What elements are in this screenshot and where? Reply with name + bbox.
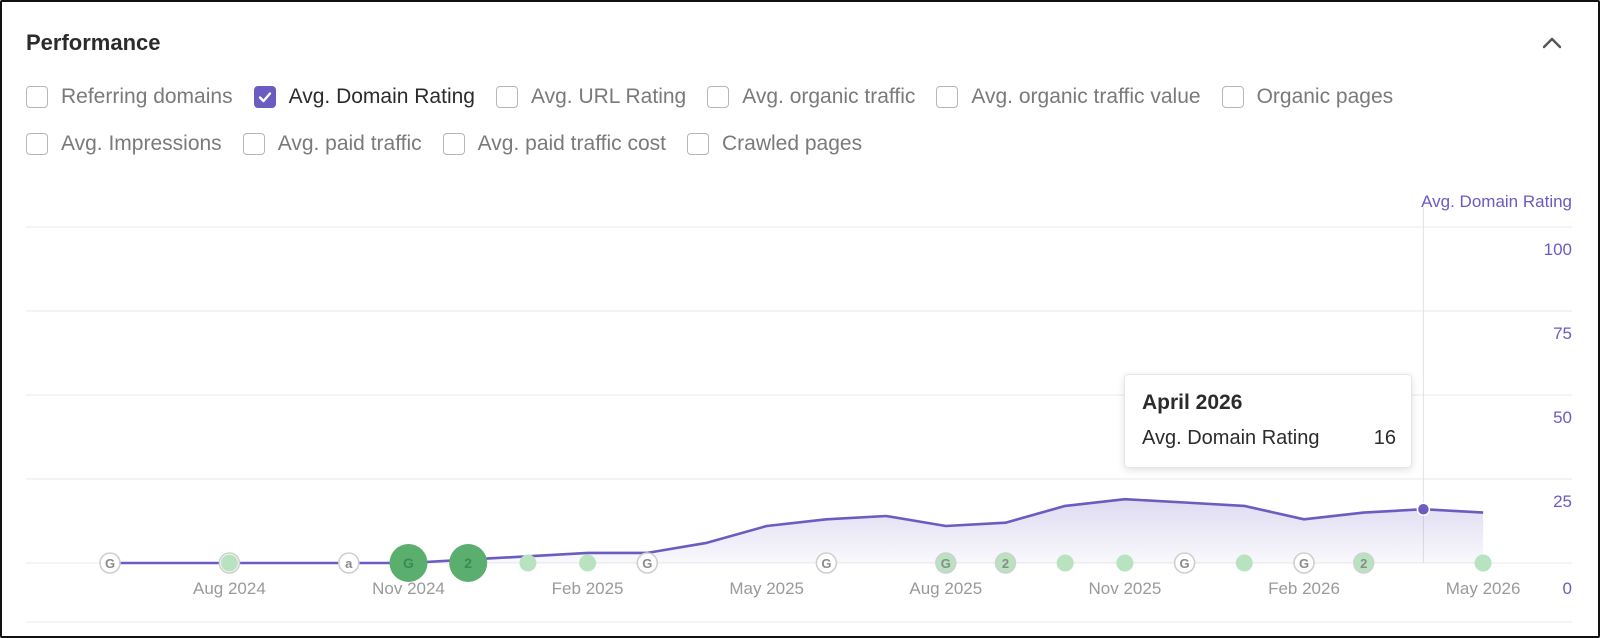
- checkbox[interactable]: [1221, 86, 1244, 108]
- checkbox[interactable]: [687, 133, 709, 155]
- event-icon-text: 2: [1002, 556, 1009, 571]
- y-tick-label: 100: [1544, 240, 1572, 259]
- event-icon-text: G: [941, 556, 951, 571]
- event-marker: [1293, 552, 1315, 574]
- x-tick-label: May 2026: [1446, 579, 1521, 598]
- checkmark-icon: [258, 92, 271, 103]
- panel-title: Performance: [26, 30, 161, 55]
- event-marker: [935, 552, 957, 574]
- event-icon-text: G: [642, 556, 652, 571]
- metric-label: Avg. Domain Rating: [288, 85, 475, 108]
- collapse-button[interactable]: [1539, 30, 1565, 56]
- checkbox[interactable]: [26, 86, 48, 108]
- y-tick-label: 75: [1553, 324, 1572, 343]
- metric-toggle-avg-paid-traffic[interactable]: Avg. paid traffic: [242, 132, 422, 156]
- event-marker: [994, 552, 1017, 574]
- metric-label: Avg. URL Rating: [530, 85, 687, 108]
- checkbox[interactable]: [253, 86, 276, 108]
- checkbox[interactable]: [936, 86, 959, 108]
- event-icon-text: 2: [1360, 556, 1367, 571]
- metric-label: Avg. Impressions: [61, 132, 222, 155]
- metric-label: Avg. paid traffic cost: [477, 132, 666, 155]
- x-tick-label: Feb 2026: [1268, 579, 1340, 598]
- metric-label: Avg. organic traffic value: [971, 85, 1201, 108]
- metric-toggle-avg-domain-rating[interactable]: Avg. Domain Rating: [253, 85, 475, 109]
- checkbox[interactable]: [442, 133, 465, 155]
- checkbox[interactable]: [707, 86, 730, 108]
- event-marker: [337, 552, 360, 574]
- metric-label: Avg. paid traffic: [277, 132, 422, 155]
- metric-toggle-avg-organic-traffic-value[interactable]: Avg. organic traffic value: [936, 85, 1201, 109]
- y-axis-label: Avg. Domain Rating: [1421, 192, 1572, 211]
- metric-label: Avg. organic traffic: [742, 85, 916, 108]
- event-marker: [519, 554, 537, 572]
- event-icon-text: 2: [464, 555, 472, 571]
- metric-label: Organic pages: [1256, 85, 1394, 108]
- event-marker-large: [389, 544, 428, 582]
- event-marker: [1474, 554, 1492, 572]
- checkbox[interactable]: [242, 133, 265, 155]
- event-icon-text: G: [821, 556, 831, 571]
- event-marker: [1235, 554, 1253, 572]
- event-marker: [579, 554, 597, 572]
- metric-label: Referring domains: [61, 85, 233, 108]
- checkbox[interactable]: [495, 86, 518, 108]
- x-tick-label: Aug 2025: [909, 579, 982, 598]
- checkbox[interactable]: [26, 133, 48, 155]
- tooltip-label: Avg. Domain Rating: [1142, 427, 1320, 449]
- metric-toggle-avg-paid-traffic-cost[interactable]: Avg. paid traffic cost: [442, 132, 666, 156]
- metric-toggle-avg-impressions[interactable]: Avg. Impressions: [26, 132, 222, 156]
- y-tick-label: 50: [1553, 408, 1572, 427]
- event-marker: [1056, 554, 1074, 572]
- metric-label: Crawled pages: [722, 132, 863, 155]
- metric-toggles: Referring domains Avg. Domain Rating Avg. …: [26, 80, 1566, 174]
- x-tick-label: Aug 2024: [193, 579, 266, 598]
- event-marker: [815, 552, 838, 574]
- event-marker: [1352, 552, 1375, 574]
- event-icon-text: a: [345, 556, 353, 571]
- metric-toggle-referring-domains[interactable]: Referring domains: [26, 85, 233, 109]
- x-tick-label: Feb 2025: [552, 579, 624, 598]
- x-tick-label: Nov 2024: [372, 579, 445, 598]
- metric-toggle-crawled-pages[interactable]: Crawled pages: [687, 132, 862, 156]
- metric-toggle-organic-pages[interactable]: Organic pages: [1221, 85, 1394, 109]
- event-icon-text: G: [105, 556, 115, 571]
- event-icon-text: G: [1180, 556, 1190, 571]
- metric-toggle-avg-organic-traffic[interactable]: Avg. organic traffic: [707, 85, 915, 109]
- y-tick-label: 25: [1553, 492, 1572, 511]
- event-marker-large: [449, 544, 488, 582]
- metric-toggle-avg-url-rating[interactable]: Avg. URL Rating: [495, 85, 687, 109]
- tooltip-value: 16: [1373, 427, 1396, 449]
- event-icon-text: G: [1299, 556, 1309, 571]
- tooltip-row: Avg. Domain Rating 16: [1142, 427, 1396, 450]
- event-icon-text: G: [403, 555, 414, 571]
- metric-row: Avg. Impressions Avg. paid traffic Avg. pa…: [26, 127, 1566, 161]
- event-marker: [99, 552, 121, 574]
- x-tick-label: May 2025: [729, 579, 804, 598]
- chart-tooltip: April 2026 Avg. Domain Rating 16: [1124, 374, 1412, 468]
- event-marker: [220, 554, 238, 572]
- tooltip-title: April 2026: [1142, 391, 1243, 414]
- highlight-point: [1416, 502, 1431, 516]
- event-marker: [1116, 554, 1134, 572]
- x-tick-label: Nov 2025: [1089, 579, 1162, 598]
- series-area: [110, 499, 1484, 563]
- event-marker: [1173, 552, 1196, 574]
- event-marker: [636, 552, 659, 574]
- y-tick-label: 0: [1563, 579, 1572, 598]
- metric-row: Referring domains Avg. Domain Rating Avg. …: [26, 80, 1566, 114]
- chevron-up-icon: [1542, 37, 1562, 49]
